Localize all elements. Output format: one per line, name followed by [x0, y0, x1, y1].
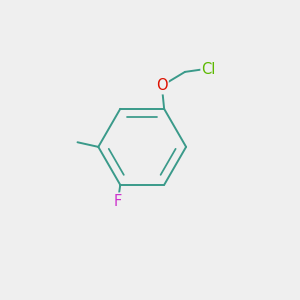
Text: O: O — [156, 78, 168, 93]
Text: F: F — [114, 194, 122, 208]
Text: Cl: Cl — [201, 62, 215, 77]
